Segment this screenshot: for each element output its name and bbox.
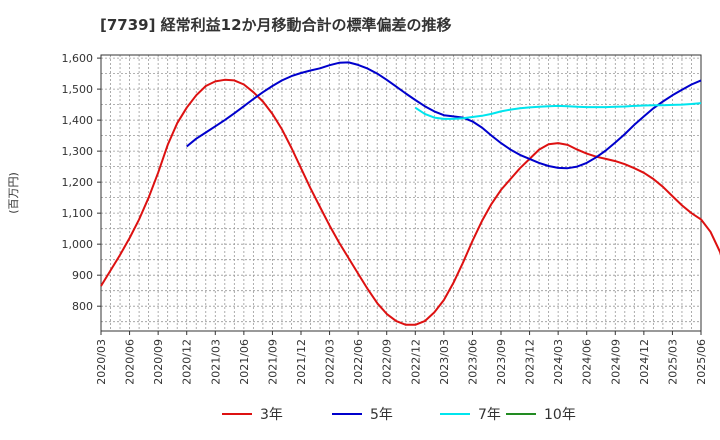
y-axis-label: (百万円) — [7, 172, 20, 214]
y-tick-label: 800 — [72, 300, 93, 313]
x-tick-label: 2024/12 — [638, 339, 651, 385]
legend-label-1: 5年 — [370, 407, 393, 423]
y-tick-label: 900 — [72, 269, 93, 282]
legend: 3年 5年 7年 10年 — [222, 407, 576, 423]
legend-label-2: 7年 — [478, 407, 501, 423]
legend-label-3: 10年 — [544, 407, 576, 423]
x-tick-label: 2022/06 — [352, 339, 365, 385]
x-tick-label: 2023/12 — [524, 339, 537, 385]
y-tick-label: 1,600 — [62, 52, 94, 65]
x-tick-label: 2023/06 — [466, 339, 479, 385]
x-tick-label: 2020/03 — [95, 339, 108, 385]
y-tick-label: 1,400 — [62, 114, 94, 127]
legend-label-0: 3年 — [260, 407, 283, 423]
x-tick-label: 2025/06 — [695, 339, 708, 385]
x-tick-label: 2021/06 — [238, 339, 251, 385]
x-tick-label: 2024/03 — [552, 339, 565, 385]
series-line-0 — [100, 78, 720, 326]
y-tick-label: 1,000 — [62, 238, 94, 251]
y-tick-label: 1,100 — [62, 207, 94, 220]
series-line-2 — [414, 102, 702, 120]
x-tick-label: 2023/09 — [495, 339, 508, 385]
x-tick-label: 2021/12 — [295, 339, 308, 385]
x-tick-label: 2022/09 — [381, 339, 394, 385]
x-tick-label: 2021/03 — [209, 339, 222, 385]
chart-title: [7739] 経常利益12か月移動合計の標準偏差の推移 — [100, 16, 452, 34]
plot-frame — [100, 54, 702, 332]
y-tick-label: 1,300 — [62, 145, 94, 158]
x-axis: 2020/03 2020/06 2020/09 2020/12 2021/03 2021/… — [95, 331, 708, 385]
grid — [101, 55, 701, 331]
y-axis: 800 900 1,000 1,100 1,200 1,300 1,400 1,500 1,60… — [62, 52, 101, 313]
x-tick-label: 2025/03 — [666, 339, 679, 385]
series-line-1 — [186, 61, 702, 170]
x-tick-label: 2024/06 — [581, 339, 594, 385]
x-tick-label: 2020/12 — [181, 339, 194, 385]
x-tick-label: 2021/09 — [266, 339, 279, 385]
x-tick-label: 2023/03 — [438, 339, 451, 385]
x-tick-label: 2022/12 — [409, 339, 422, 385]
x-tick-label: 2022/03 — [324, 339, 337, 385]
x-tick-label: 2020/09 — [152, 339, 165, 385]
x-tick-label: 2020/06 — [124, 339, 137, 385]
x-tick-label: 2024/09 — [609, 339, 622, 385]
series-lines — [100, 61, 720, 326]
y-tick-label: 1,500 — [62, 83, 94, 96]
y-tick-label: 1,200 — [62, 176, 94, 189]
